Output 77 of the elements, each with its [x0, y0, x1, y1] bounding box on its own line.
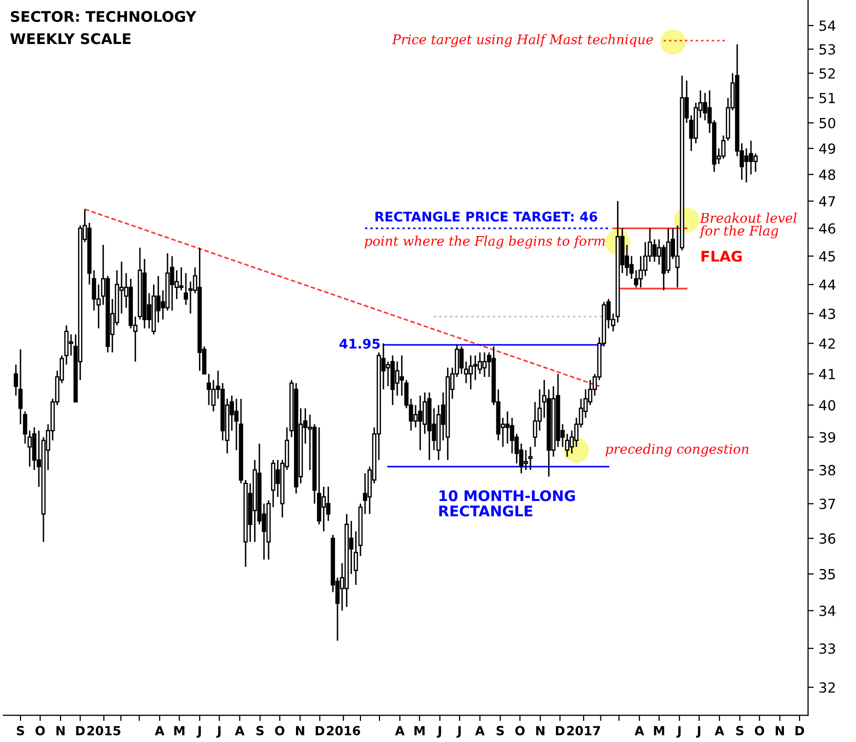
y-tick-label: 48: [819, 169, 836, 180]
x-tick-label: S: [16, 726, 24, 736]
x-tick-label: A: [395, 726, 405, 736]
y-tick-label: 52: [820, 68, 835, 79]
annotation: Breakout level for the Flag: [699, 212, 797, 238]
x-tick-label: M: [414, 726, 425, 736]
y-tick-label: 49: [819, 143, 836, 154]
y-tick-label: 54: [820, 20, 836, 31]
y-tick-label: 40: [819, 400, 836, 411]
y-tick-label: 43: [819, 308, 836, 320]
y-tick-label: 44: [819, 280, 836, 290]
y-tick-label: 50: [820, 118, 836, 128]
x-tick-label: 2017: [567, 726, 600, 736]
y-tick-label: 39: [820, 432, 836, 443]
y-tick-label: 36: [820, 533, 836, 544]
x-tick-label: J: [216, 726, 221, 738]
candlestick: [652, 238, 657, 262]
y-tick-label: 41: [819, 369, 835, 380]
candlestick: [68, 334, 74, 356]
y-tick-label: 38: [820, 464, 836, 476]
y-tick-label: 42: [819, 338, 835, 349]
annotation: Price target using Half Mast technique: [392, 34, 653, 48]
x-tick-label: N: [536, 726, 544, 736]
candlestick: [482, 352, 487, 378]
y-tick-label: 45: [819, 251, 835, 262]
candlestick: [92, 270, 96, 312]
x-tick-label: 2016: [326, 726, 360, 736]
y-tick-label: 46: [819, 223, 836, 234]
y-tick-label: 47: [819, 196, 835, 206]
x-tick-label: A: [154, 726, 164, 736]
x-tick-label: N: [296, 726, 304, 736]
x-tick-label: O: [515, 726, 525, 736]
x-tick-label: D: [556, 726, 565, 736]
x-tick-label: O: [35, 726, 45, 736]
x-tick-label: N: [776, 726, 784, 736]
x-tick-label: J: [436, 726, 442, 738]
x-tick-label: J: [696, 726, 700, 738]
x-tick-label: S: [256, 726, 264, 736]
x-tick-label: M: [654, 726, 664, 736]
annotation: point where the Flag begins to form: [364, 236, 605, 249]
candlestick: [18, 348, 23, 425]
x-tick-label: D: [76, 726, 85, 736]
y-tick-label: 53: [820, 44, 836, 55]
x-tick-label: D: [316, 726, 324, 736]
annotation: WEEKLY SCALE: [10, 33, 130, 44]
y-tick-label: 33: [820, 643, 836, 654]
candlestick: [629, 255, 634, 280]
x-tick-label: A: [714, 726, 724, 736]
x-tick-label: M: [174, 726, 184, 736]
x-tick-label: O: [754, 726, 764, 736]
x-tick-label: D: [795, 726, 804, 736]
candlestick: [14, 364, 18, 396]
annotation: SECTOR: TECHNOLOGY: [10, 10, 196, 22]
x-tick-label: N: [56, 726, 65, 736]
x-tick-label: O: [275, 726, 284, 736]
annotation: 10 MONTH-LONG RECTANGLE: [439, 490, 575, 516]
point: [660, 29, 686, 55]
y-tick-label: 35: [820, 568, 835, 580]
y-tick-label: 37: [820, 498, 835, 510]
candlestick: [753, 152, 758, 173]
x-tick-label: S: [736, 726, 744, 736]
x-tick-label: J: [676, 726, 681, 738]
x-tick-label: J: [456, 726, 461, 738]
x-tick-label: S: [496, 726, 504, 736]
x-tick-label: A: [634, 726, 644, 736]
annotation: FLAG: [702, 250, 742, 262]
x-tick-label: 2015: [87, 726, 120, 736]
y-tick-label: 32: [820, 682, 835, 693]
annotation: RECTANGLE PRICE TARGET: 46: [375, 212, 598, 222]
annotation: preceding congestion: [606, 444, 748, 457]
x-tick-label: A: [234, 726, 244, 736]
annotation: 41.95: [340, 338, 380, 349]
x-tick-label: A: [475, 726, 485, 736]
y-tick-label: 34: [820, 606, 836, 616]
candlestick: [459, 346, 464, 375]
y-tick-label: 51: [820, 92, 835, 104]
x-tick-label: J: [196, 726, 201, 738]
